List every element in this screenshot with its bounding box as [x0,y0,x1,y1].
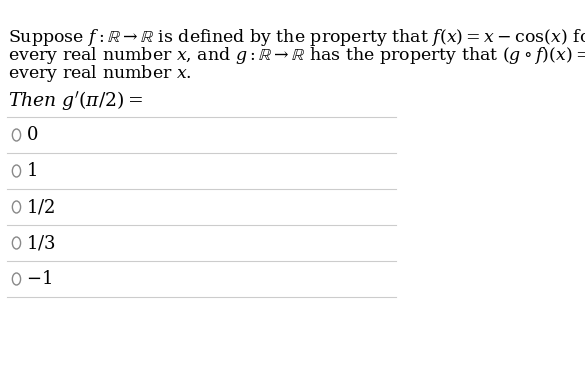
Text: every real number $x$.: every real number $x$. [8,63,192,84]
Text: $1/2$: $1/2$ [26,197,55,217]
Text: every real number $x$, and $g: \mathbb{R} \rightarrow \mathbb{R}$ has the proper: every real number $x$, and $g: \mathbb{R… [8,45,585,66]
Text: $1/3$: $1/3$ [26,233,56,252]
Text: $-1$: $-1$ [26,270,52,288]
Text: Suppose $f: \mathbb{R} \rightarrow \mathbb{R}$ is defined by the property that $: Suppose $f: \mathbb{R} \rightarrow \math… [8,27,585,48]
Text: $1$: $1$ [26,162,37,180]
Text: $0$: $0$ [26,126,39,144]
Text: Then $g'(\pi/2) =$: Then $g'(\pi/2) =$ [8,89,143,112]
